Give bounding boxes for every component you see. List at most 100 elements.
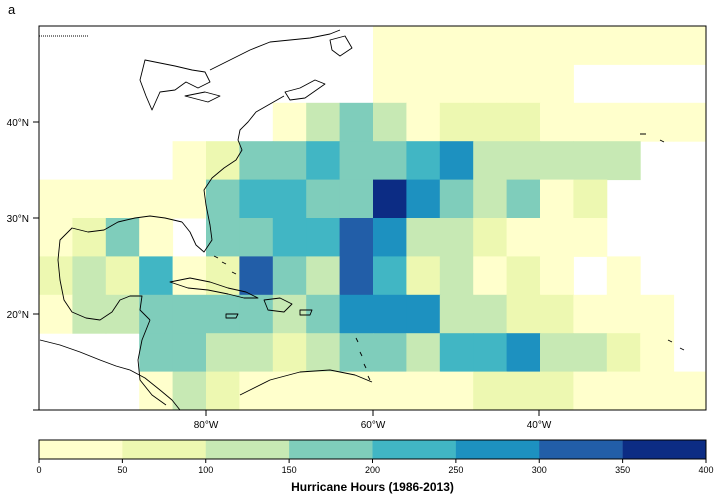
grid-cell bbox=[306, 294, 341, 334]
grid-cell bbox=[573, 294, 608, 334]
grid-cell bbox=[473, 179, 508, 219]
grid-cell bbox=[506, 141, 541, 181]
grid-cell bbox=[606, 256, 641, 296]
grid-cell bbox=[339, 141, 374, 181]
grid-cell bbox=[406, 256, 441, 296]
grid-cell bbox=[473, 218, 508, 257]
panel-label: a bbox=[8, 2, 16, 17]
grid-cell bbox=[239, 256, 274, 296]
grid-cell bbox=[39, 294, 73, 334]
grid-cell bbox=[373, 218, 407, 257]
legend-swatch bbox=[122, 440, 207, 459]
grid-cell bbox=[439, 333, 474, 373]
lat-label-40n: 40°N bbox=[7, 118, 29, 129]
grid-cell bbox=[105, 256, 140, 296]
grid-cell bbox=[306, 256, 341, 296]
lon-label-80w: 80°W bbox=[194, 420, 219, 431]
grid-cell bbox=[172, 371, 207, 410]
grid-cell bbox=[272, 256, 307, 296]
grid-cell bbox=[39, 218, 73, 257]
bahamas bbox=[213, 255, 237, 275]
legend-swatch bbox=[39, 440, 123, 459]
grid-cell bbox=[540, 371, 574, 410]
grid-cell bbox=[640, 102, 675, 142]
grid-cell bbox=[606, 141, 641, 181]
grid-cell bbox=[640, 333, 675, 373]
grid-cell bbox=[506, 179, 541, 219]
grid-cell bbox=[439, 64, 474, 104]
grid-cell bbox=[206, 333, 240, 373]
grid-cell bbox=[72, 179, 107, 219]
grid-cell bbox=[172, 294, 207, 334]
grid-cell bbox=[339, 256, 374, 296]
legend-tick-label: 100 bbox=[198, 465, 213, 475]
grid-cell bbox=[673, 26, 706, 65]
legend-swatch bbox=[289, 440, 373, 459]
grid-cell bbox=[573, 333, 608, 373]
grid-cell bbox=[272, 294, 307, 334]
grid-cell bbox=[640, 371, 675, 410]
grid-cell bbox=[206, 371, 240, 410]
grid-cell bbox=[606, 26, 641, 65]
central-america-north bbox=[137, 319, 167, 406]
cuba bbox=[169, 277, 259, 299]
nova-scotia bbox=[284, 79, 326, 101]
grid-cell bbox=[673, 102, 706, 142]
grid-cell bbox=[606, 102, 641, 142]
grid-cell bbox=[239, 141, 274, 181]
grid-cell bbox=[573, 102, 608, 142]
lon-axis: 80°W 60°W 40°W bbox=[194, 410, 552, 431]
legend-tick-label: 250 bbox=[448, 465, 463, 475]
grid-cell bbox=[139, 256, 174, 296]
legend-tick-label: 200 bbox=[365, 465, 380, 475]
grid-cell bbox=[707, 26, 716, 65]
grid-cell bbox=[339, 179, 374, 219]
grid-cell bbox=[640, 294, 675, 334]
grid-cell bbox=[306, 333, 341, 373]
grid-cell bbox=[373, 333, 407, 373]
grid-cell bbox=[406, 218, 441, 257]
grid-cell bbox=[105, 179, 140, 219]
grid-cell bbox=[707, 372, 716, 411]
legend-swatch bbox=[205, 440, 290, 459]
st-lawrence bbox=[209, 29, 341, 71]
grid-cell bbox=[373, 371, 407, 410]
grid-cell bbox=[540, 333, 574, 373]
grid-cell bbox=[239, 333, 274, 373]
grid-cell bbox=[172, 333, 207, 373]
grid-cell bbox=[473, 102, 508, 142]
grid-cell bbox=[573, 141, 608, 181]
grid-cell bbox=[306, 371, 341, 410]
grid-cell bbox=[506, 294, 541, 334]
grid-cell bbox=[206, 179, 240, 219]
grid-cell bbox=[439, 179, 474, 219]
grid-cell bbox=[540, 141, 574, 181]
grid-cell bbox=[506, 371, 541, 410]
grid-cell bbox=[272, 333, 307, 373]
us-east-coast bbox=[181, 95, 285, 253]
grid-cell bbox=[439, 256, 474, 296]
grid-cell bbox=[540, 218, 574, 257]
grid-cell bbox=[439, 294, 474, 334]
grid-cell bbox=[139, 179, 174, 219]
grid-cell bbox=[72, 218, 107, 257]
grid-cell bbox=[540, 179, 574, 219]
lat-label-30n: 30°N bbox=[7, 214, 29, 225]
grid-cell bbox=[540, 294, 574, 334]
grid-cell bbox=[606, 371, 641, 410]
grid-cell bbox=[373, 102, 407, 142]
grid-cell bbox=[239, 294, 274, 334]
grid-cell bbox=[339, 102, 374, 142]
grid-cell bbox=[306, 218, 341, 257]
legend-tick-label: 350 bbox=[615, 465, 630, 475]
grid-cell bbox=[373, 141, 407, 181]
grid-cell bbox=[139, 333, 174, 373]
grid-cell bbox=[339, 371, 374, 410]
grid-cell bbox=[272, 102, 307, 142]
grid-cell bbox=[406, 371, 441, 410]
legend-tick-label: 0 bbox=[36, 465, 41, 475]
grid-cell bbox=[139, 218, 174, 257]
grid-cell bbox=[573, 26, 608, 65]
grid-cell bbox=[172, 141, 207, 181]
lat-label-20n: 20°N bbox=[7, 310, 29, 321]
